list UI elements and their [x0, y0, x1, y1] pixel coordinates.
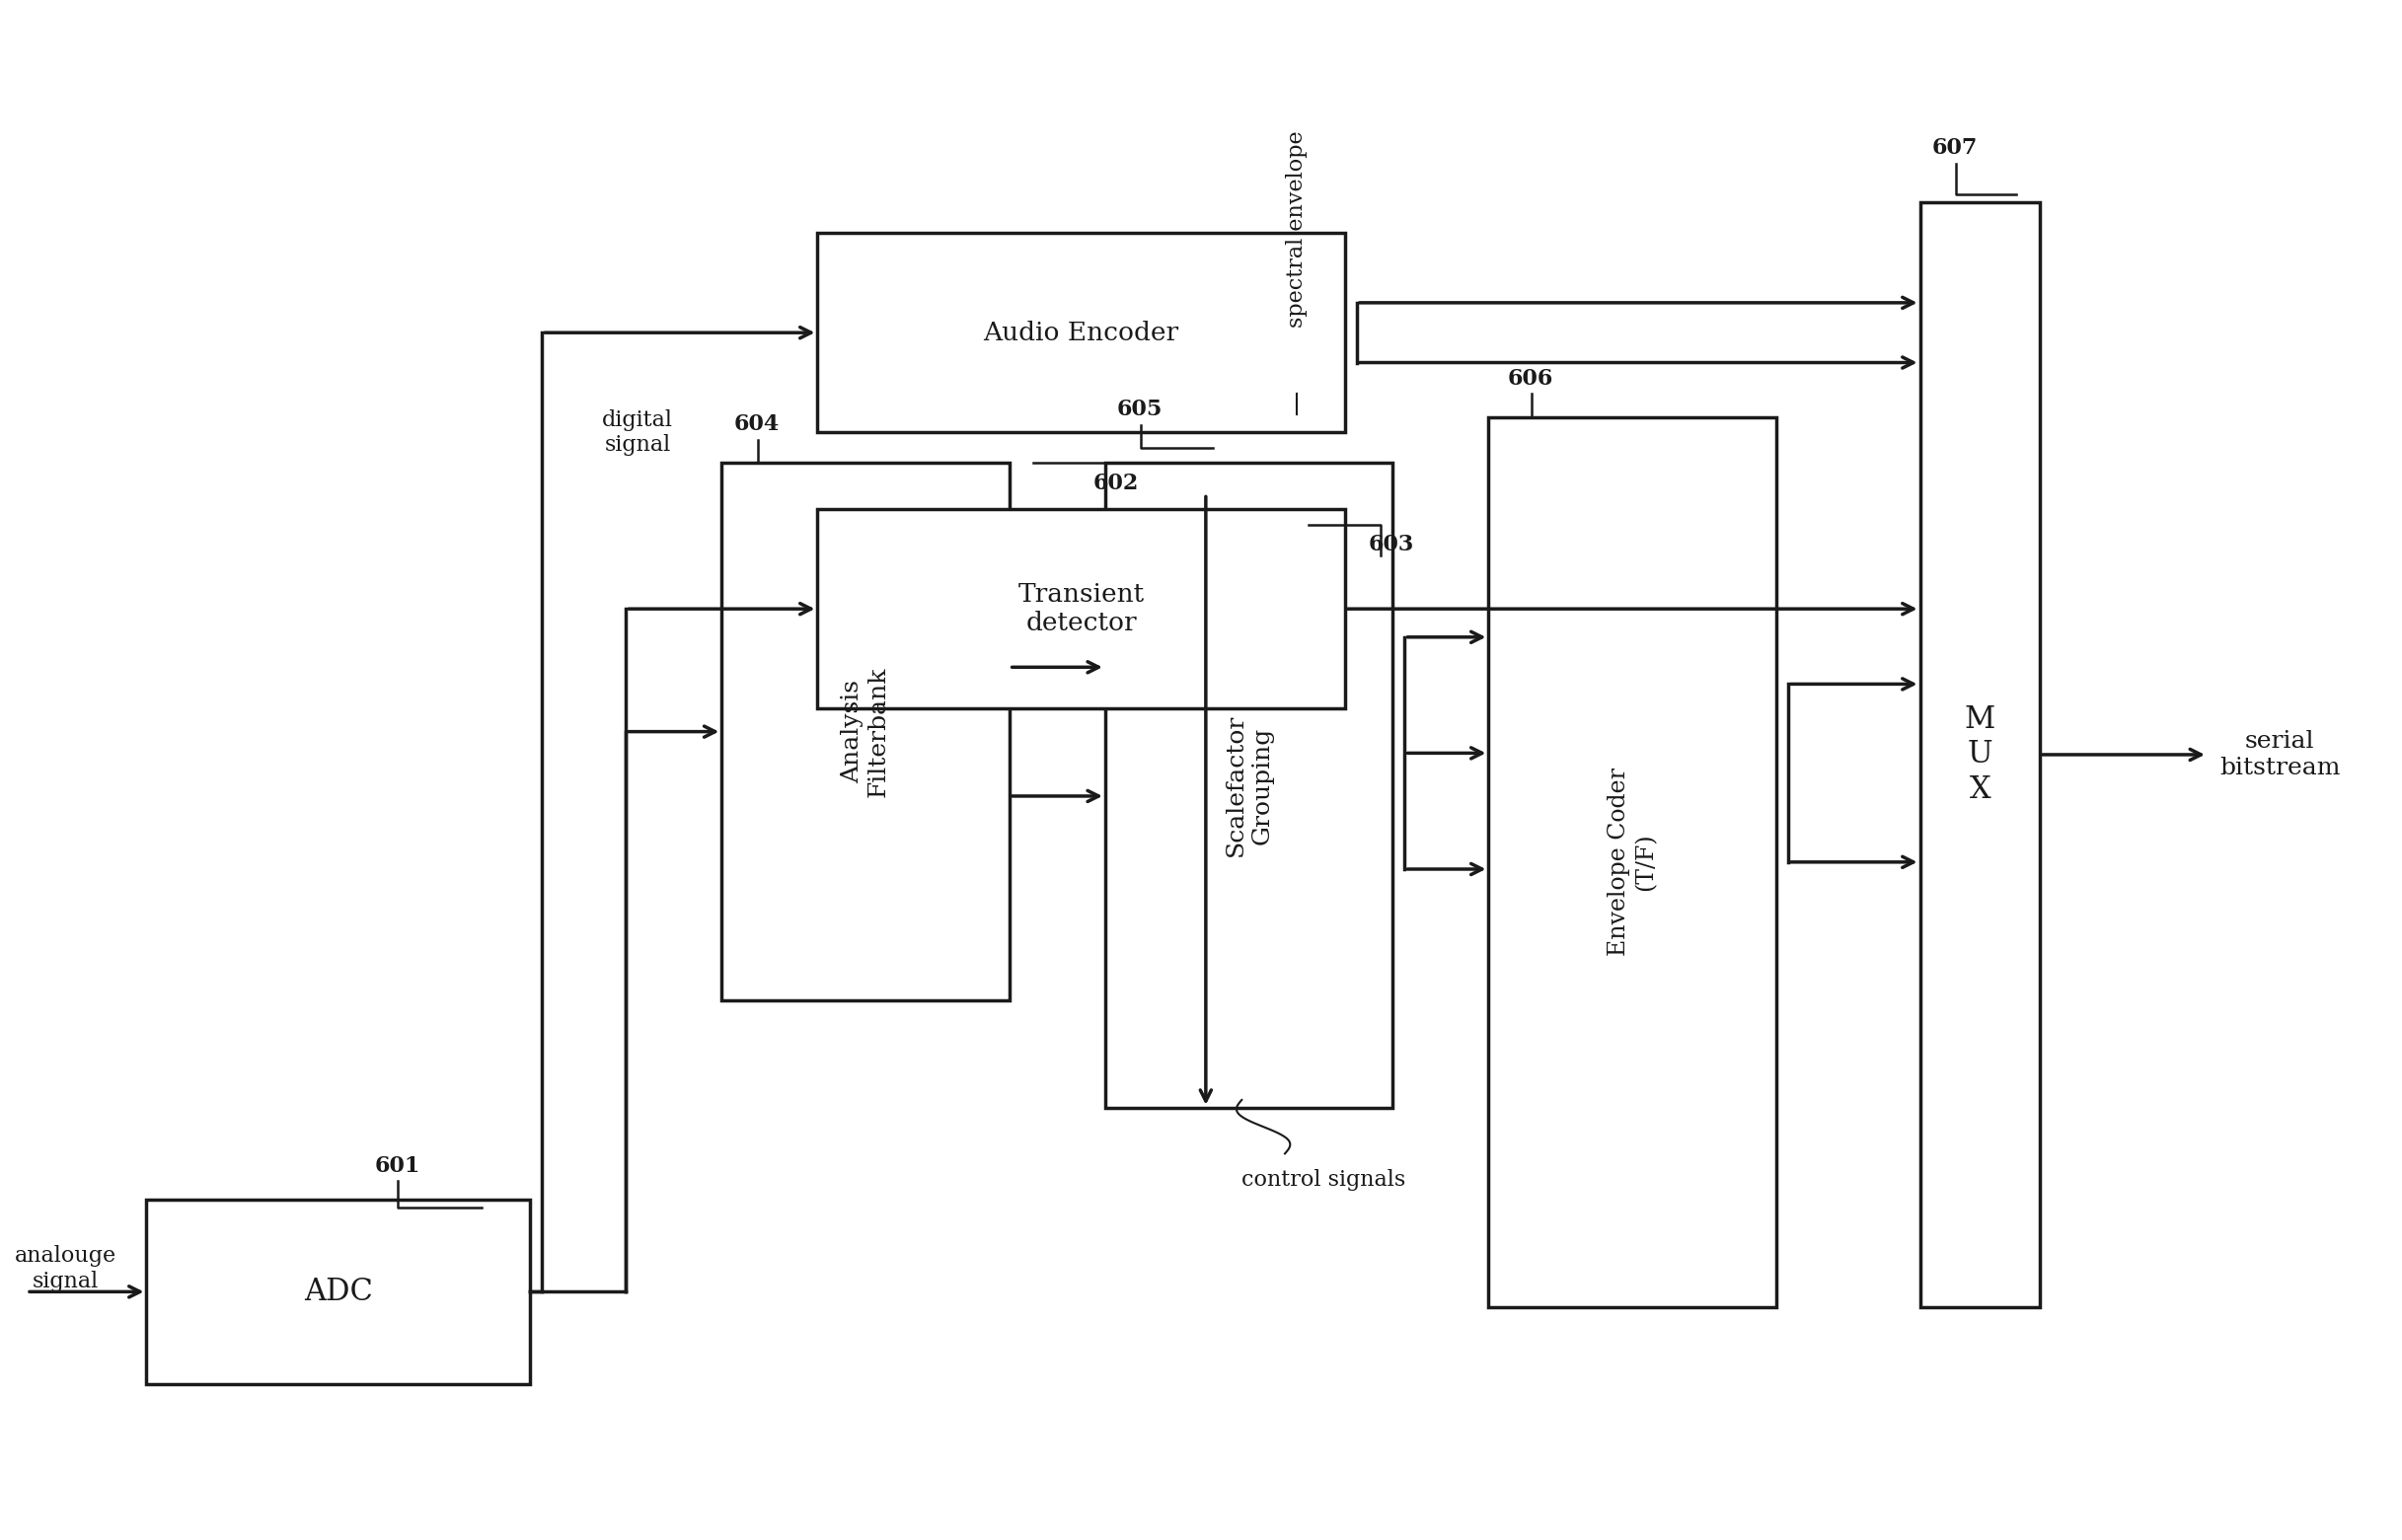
- Text: control signals: control signals: [1242, 1169, 1405, 1190]
- Text: 607: 607: [1931, 137, 1977, 159]
- Text: M
U
X: M U X: [1965, 704, 1996, 805]
- Text: 604: 604: [733, 414, 778, 436]
- Text: 602: 602: [1093, 473, 1139, 494]
- Text: Audio Encoder: Audio Encoder: [982, 320, 1179, 345]
- Text: 601: 601: [375, 1155, 420, 1177]
- Text: 605: 605: [1117, 399, 1163, 420]
- Text: Envelope Coder
(T/F): Envelope Coder (T/F): [1607, 768, 1657, 956]
- FancyBboxPatch shape: [817, 233, 1345, 433]
- FancyBboxPatch shape: [721, 464, 1009, 999]
- FancyBboxPatch shape: [1105, 464, 1393, 1107]
- Text: 606: 606: [1508, 368, 1554, 390]
- FancyBboxPatch shape: [147, 1200, 531, 1384]
- Text: analouge
signal: analouge signal: [14, 1246, 115, 1292]
- FancyBboxPatch shape: [1919, 202, 2039, 1307]
- Text: Scalefactor
Grouping: Scalefactor Grouping: [1225, 715, 1273, 856]
- Text: Analysis
Filterbank: Analysis Filterbank: [841, 667, 891, 798]
- Text: spectral envelope: spectral envelope: [1285, 131, 1307, 328]
- Text: Transient
detector: Transient detector: [1018, 582, 1143, 636]
- FancyBboxPatch shape: [1489, 417, 1775, 1307]
- Text: 603: 603: [1369, 533, 1415, 554]
- Text: digital
signal: digital signal: [603, 410, 673, 456]
- FancyBboxPatch shape: [817, 510, 1345, 708]
- Text: ADC: ADC: [303, 1277, 372, 1307]
- Text: serial
bitstream: serial bitstream: [2219, 730, 2340, 779]
